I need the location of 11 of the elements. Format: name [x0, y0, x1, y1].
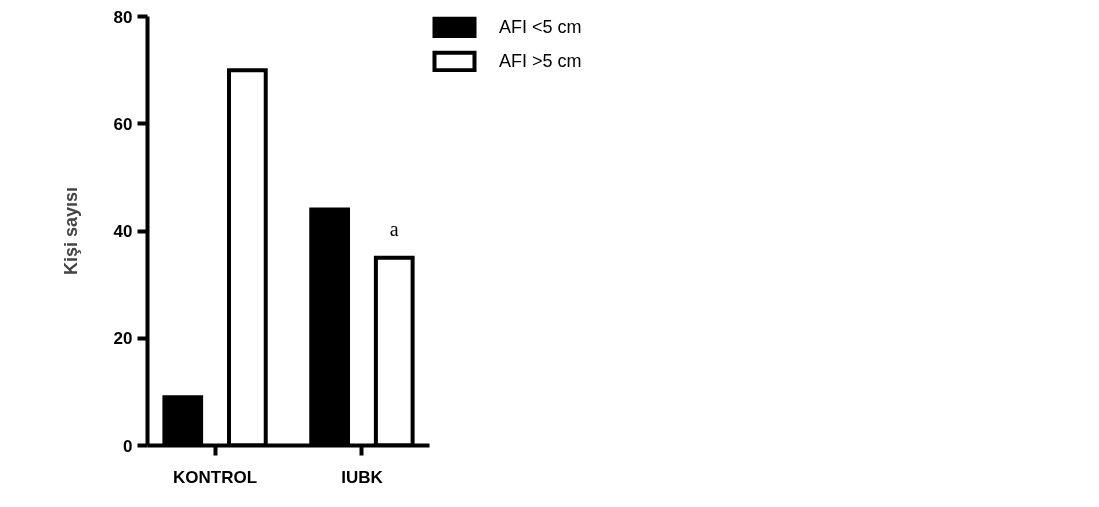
annotation: a: [389, 217, 399, 240]
legend-label: AFI >5 cm: [499, 50, 583, 72]
x-tick-label: KONTROL: [173, 467, 258, 487]
y-tick-label: 60: [113, 114, 133, 134]
legend-label: AFI <5 cm: [499, 16, 583, 38]
y-tick-label: 20: [113, 329, 133, 349]
y-axis-title: Kişi sayısı: [60, 186, 81, 276]
x-tick-label: IUBK: [341, 467, 384, 487]
y-tick-label: 80: [113, 7, 133, 27]
y-tick-label: 40: [113, 222, 133, 241]
y-tick-label: 0: [123, 436, 133, 456]
